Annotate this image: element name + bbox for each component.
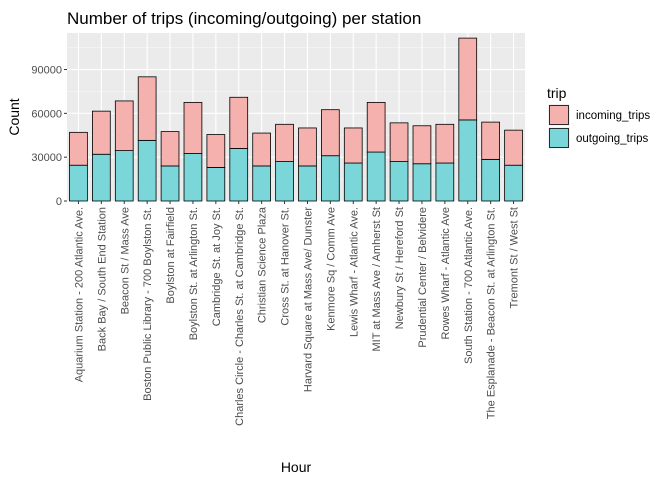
bar-incoming_trips [343,127,363,164]
x-tick-label: Harvard Square at Mass Ave/ Dunster [302,207,314,392]
bar-outgoing_trips [114,150,134,202]
bar-incoming_trips [183,101,203,154]
x-tick-label: Back Bay / South End Station [96,207,108,351]
bar-incoming_trips [366,101,386,153]
chart-title: Number of trips (incoming/outgoing) per … [67,9,421,28]
bar-outgoing_trips [69,164,88,202]
bar-outgoing_trips [160,165,180,202]
bar-incoming_trips [412,125,432,165]
bar-outgoing_trips [481,158,500,202]
legend-title: trip [547,85,567,101]
x-tick-label: Rowes Wharf - Atlantic Ave [440,207,452,339]
bar-incoming_trips [298,127,317,167]
legend-label: incoming_trips [576,110,650,122]
bar-outgoing_trips [412,163,432,202]
x-axis: Aquarium Station - 200 Atlantic Ave. Back… [73,201,521,426]
x-axis-title: Hour [281,459,312,475]
bar-incoming_trips [389,122,409,162]
x-tick-label: Lewis Wharf - Atlantic Ave. [348,207,360,337]
legend-swatch-outgoing_trips [549,128,569,148]
legend-label: outgoing_trips [576,133,648,145]
bar-incoming_trips [458,37,478,121]
bar-outgoing_trips [206,166,226,202]
y-axis-title: Count [6,98,22,135]
x-tick-label: Boylston St. at Arlington St. [188,207,200,340]
bar-incoming_trips [481,121,500,160]
bar-incoming_trips [435,123,455,164]
bar-incoming_trips [137,76,157,141]
x-tick-label: Charles Circle - Charles St. at Cambridg… [234,207,246,426]
x-tick-label: Kenmore Sq / Comm Ave [325,207,337,331]
bar-outgoing_trips [366,151,386,202]
bar-outgoing_trips [92,153,111,202]
x-tick-label: Christian Science Plaza [257,206,269,323]
y-tick-label: 60000 [31,108,62,120]
x-tick-label: Cross St. at Hanover St. [280,207,292,326]
bar-incoming_trips [504,129,523,166]
bar-outgoing_trips [229,148,249,202]
bar-incoming_trips [275,123,294,162]
bar-incoming_trips [321,109,340,157]
x-tick-label: Prudential Center / Belvidere [417,207,429,348]
bar-outgoing_trips [389,161,409,202]
bar-outgoing_trips [504,164,523,202]
bar-outgoing_trips [252,165,271,202]
bar-incoming_trips [229,96,249,149]
bar-incoming_trips [92,110,111,155]
bar-outgoing_trips [298,165,317,202]
bar-incoming_trips [69,131,88,166]
bar-outgoing_trips [458,119,478,202]
x-tick-label: Aquarium Station - 200 Atlantic Ave. [73,207,85,382]
bar-incoming_trips [206,134,226,168]
y-axis: 0 30000 60000 90000 [31,65,67,208]
x-tick-label: Beacon St / Mass Ave [119,207,131,314]
bar-outgoing_trips [137,139,157,202]
legend: trip incoming_trips outgoing_trips [547,85,650,149]
y-tick-label: 0 [56,196,62,208]
bar-outgoing_trips [435,162,455,202]
bar-incoming_trips [252,132,271,167]
x-tick-label: Boston Public Library - 700 Boylston St. [142,207,154,401]
x-tick-label: Cambridge St. at Joy St. [211,207,223,326]
y-tick-label: 30000 [31,152,62,164]
bar-outgoing_trips [183,153,203,202]
x-tick-label: MIT at Mass Ave / Amherst St [371,207,383,351]
plot-panel [67,33,525,201]
x-tick-label: Boylston at Fairfield [165,207,177,304]
x-tick-label: The Esplanade - Beacon St. at Arlington … [486,207,498,419]
bars [69,37,523,202]
legend-swatch-incoming_trips [549,105,569,125]
x-tick-label: South Station - 700 Atlantic Ave. [463,207,475,364]
bar-outgoing_trips [343,162,363,202]
x-tick-label: Newbury St / Hereford St [394,207,406,329]
x-tick-label: Tremont St / West St [509,207,521,308]
y-tick-label: 90000 [31,65,62,77]
bar-incoming_trips [114,100,134,151]
bar-incoming_trips [160,131,180,167]
bar-outgoing_trips [321,155,340,202]
bar-outgoing_trips [275,161,294,202]
